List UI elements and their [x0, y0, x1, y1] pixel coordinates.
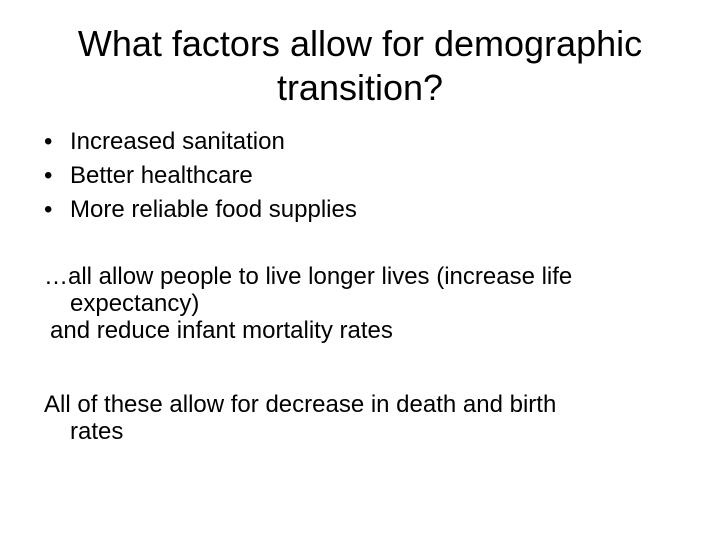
- bullet-item: • Better healthcare: [44, 159, 357, 193]
- paragraph-line: rates: [70, 418, 124, 445]
- life-expectancy-paragraph: …all allow people to live longer lives (…: [44, 263, 684, 344]
- bullet-text: More reliable food supplies: [70, 196, 357, 223]
- paragraph-line: All of these allow for decrease in death…: [44, 391, 557, 418]
- bullet-dot-icon: •: [44, 196, 53, 223]
- bullet-text: Better healthcare: [70, 162, 253, 189]
- slide-title: What factors allow for demographic trans…: [77, 23, 643, 108]
- bullet-list: • Increased sanitation • Better healthca…: [44, 125, 357, 227]
- paragraph-line: expectancy): [70, 290, 200, 317]
- paragraph-line: …all allow people to live longer lives (…: [44, 263, 573, 290]
- bullet-item: • Increased sanitation: [44, 125, 357, 159]
- bullet-dot-icon: •: [44, 162, 53, 189]
- death-birth-paragraph: All of these allow for decrease in death…: [44, 391, 684, 445]
- paragraph-line: and reduce infant mortality rates: [50, 317, 393, 344]
- bullet-item: • More reliable food supplies: [44, 193, 357, 227]
- bullet-text: Increased sanitation: [70, 128, 285, 155]
- bullet-dot-icon: •: [44, 128, 53, 155]
